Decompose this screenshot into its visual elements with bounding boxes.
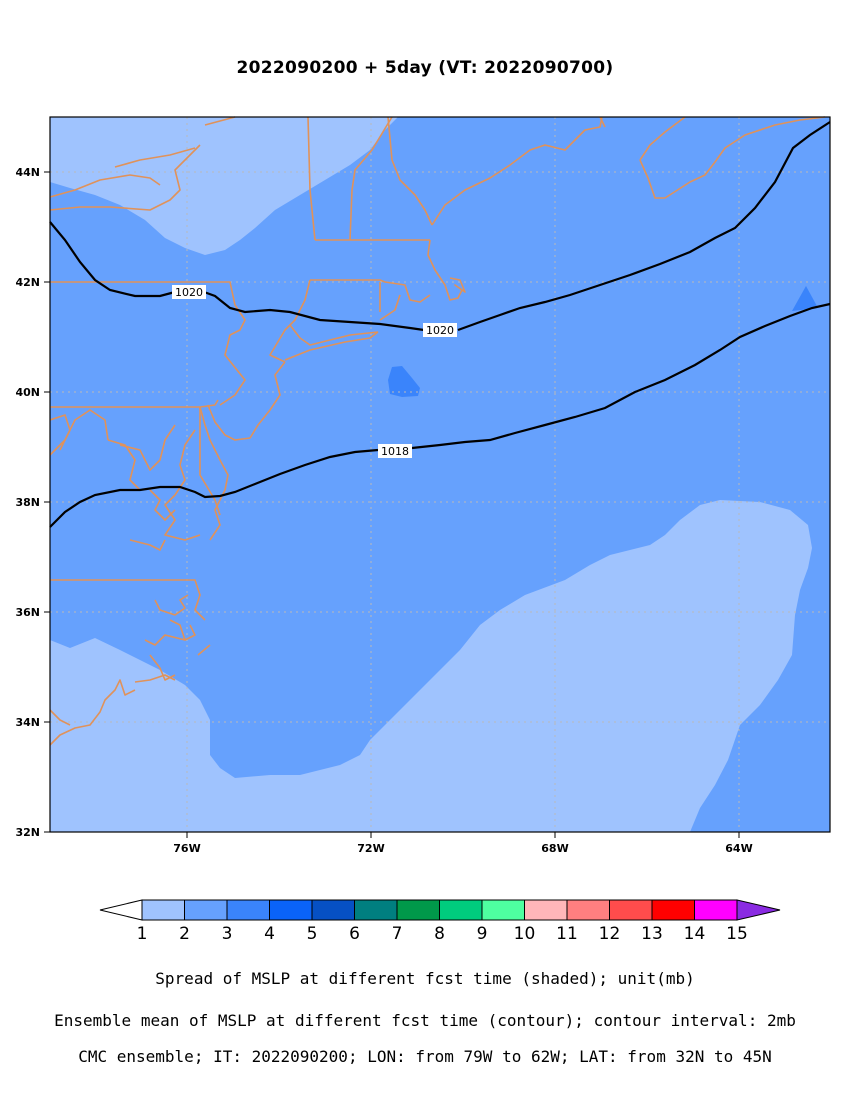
x-tick-label: 76W: [173, 842, 200, 855]
caption-metadata: CMC ensemble; IT: 2022090200; LON: from …: [78, 1047, 772, 1066]
colorbar-level-label: 1: [137, 924, 148, 944]
chart-title: 2022090200 + 5day (VT: 2022090700): [236, 58, 614, 78]
y-tick-label: 40N: [15, 386, 40, 399]
shade-dark-patch: [388, 366, 420, 397]
colorbar-level-label: 13: [641, 924, 663, 944]
colorbar-level-label: 3: [222, 924, 233, 944]
colorbar-box: [439, 899, 483, 921]
colorbar-level-label: 6: [349, 924, 360, 944]
colorbar-box: [396, 899, 440, 921]
contour-1020-east: [457, 121, 831, 332]
colorbar-box: [354, 899, 398, 921]
axis-ticks: [44, 171, 740, 838]
contours: [49, 121, 831, 528]
contour-labels: 1020 1020 1018: [172, 285, 457, 458]
colorbar-level-label: 9: [477, 924, 488, 944]
x-tick-label: 68W: [541, 842, 568, 855]
y-tick-label: 42N: [15, 276, 40, 289]
contour-label-1020-b: 1020: [426, 324, 454, 337]
colorbar-level-label: 11: [556, 924, 578, 944]
colorbar-box: [609, 899, 653, 921]
y-axis-labels: 44N 42N 40N 38N 36N 34N 32N: [15, 166, 40, 839]
y-tick-label: 38N: [15, 496, 40, 509]
colorbar-box: [269, 899, 313, 921]
colorbar-box: [694, 899, 738, 921]
colorbar-level-label: 15: [726, 924, 748, 944]
shade-dark-triangle: [792, 286, 818, 311]
colorbar-box: [311, 899, 355, 921]
x-axis-labels: 76W 72W 68W 64W: [173, 842, 752, 855]
colorbar-over-arrow: [736, 899, 781, 921]
x-tick-label: 72W: [357, 842, 384, 855]
shade-light-south: [50, 500, 812, 832]
colorbar-box: [481, 899, 525, 921]
contour-1018-west: [49, 448, 379, 528]
colorbar-level-label: 10: [514, 924, 536, 944]
colorbar-level-label: 7: [392, 924, 403, 944]
contour-label-1020-a: 1020: [175, 286, 203, 299]
coastlines: [49, 116, 826, 746]
colorbar-level-label: 12: [599, 924, 621, 944]
colorbar-box: [226, 899, 270, 921]
plot-frame: [49, 116, 831, 833]
y-tick-label: 32N: [15, 826, 40, 839]
colorbar-under-arrow: [99, 899, 143, 921]
map-plot: 1020 1020 1018 76W 72W 68W 64W 44N 42N 4…: [15, 116, 831, 855]
shade-light-north: [50, 117, 398, 255]
y-tick-label: 36N: [15, 606, 40, 619]
colorbar-box: [524, 899, 568, 921]
y-tick-label: 44N: [15, 166, 40, 179]
caption-shading: Spread of MSLP at different fcst time (s…: [155, 969, 695, 988]
colorbar-box: [184, 899, 228, 921]
x-tick-label: 64W: [725, 842, 752, 855]
y-tick-label: 34N: [15, 716, 40, 729]
colorbar-level-label: 2: [179, 924, 190, 944]
colorbar-level-label: 4: [264, 924, 275, 944]
caption-contour: Ensemble mean of MSLP at different fcst …: [54, 1011, 796, 1030]
colorbar-box: [566, 899, 610, 921]
colorbar-labels: 1 2 3 4 5 6 7 8 9 10 11 12 13 14 15: [137, 924, 748, 944]
contour-1018-east: [411, 302, 831, 450]
contour-1020-west: [49, 221, 176, 298]
contour-1020-mid: [203, 290, 425, 332]
colorbar-level-label: 8: [434, 924, 445, 944]
colorbar-level-label: 5: [307, 924, 318, 944]
colorbar-box: [141, 899, 185, 921]
grid-lines: [50, 117, 830, 832]
colorbar-boxes: [99, 899, 781, 921]
colorbar-box: [651, 899, 695, 921]
colorbar-level-label: 14: [684, 924, 706, 944]
contour-label-1018: 1018: [381, 445, 409, 458]
